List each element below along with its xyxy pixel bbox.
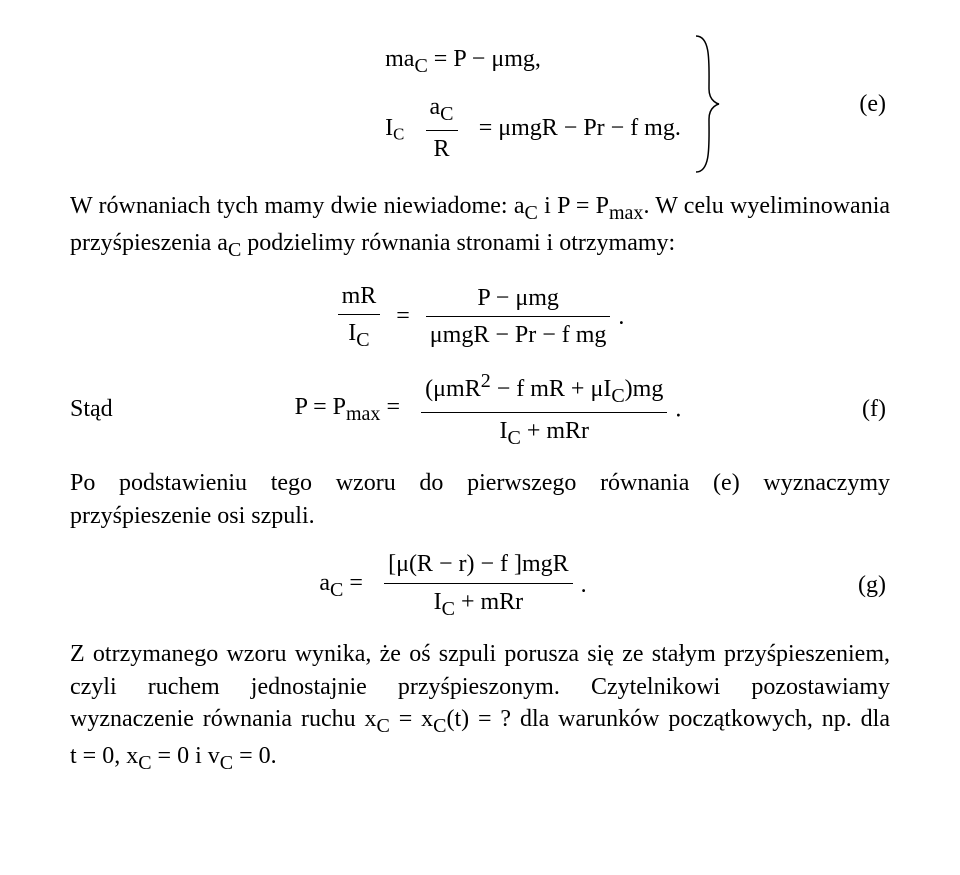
para1-text-a: W równaniach tych mamy dwie niewiadome:: [70, 193, 514, 219]
eq-g-tail: .: [581, 572, 587, 598]
paragraph-1: W równaniach tych mamy dwie niewiadome: …: [70, 190, 890, 264]
para3-math1: xC = xC(t) = ?: [364, 706, 511, 732]
eq-mid-lhs-frac: mR IC: [338, 280, 381, 354]
para1-text-c: podzielimy równania stronami i otrzymamy…: [241, 230, 675, 256]
equation-e-center: maC = P − μmg, IC aC R = μmgR − Pr − f m…: [70, 34, 836, 174]
equation-g-row: aC = [μ(R − r) − f ]mgR IC + mRr . (g): [70, 548, 890, 622]
equation-f-label: (f): [836, 393, 890, 425]
eq-e-line2-I: I: [385, 115, 393, 141]
para3-text-c: .: [271, 743, 277, 769]
eq-mid-lhs-num: mR: [338, 280, 381, 315]
para3-text-b: dla warunków początkowych, np. dla: [511, 706, 890, 732]
equation-f-center: P = Pmax = (μmR2 − f mR + μIC)mg IC + mR…: [140, 368, 836, 452]
page-content: maC = P − μmg, IC aC R = μmgR − Pr − f m…: [0, 0, 960, 833]
eq-f-tail: .: [675, 396, 681, 422]
eq-mid-tail: .: [618, 303, 624, 329]
eq-e-line2-frac: aC R: [426, 91, 458, 165]
eq-f-num: (μmR2 − f mR + μIC)mg: [421, 368, 667, 413]
equation-g-center: aC = [μ(R − r) − f ]mgR IC + mRr .: [70, 548, 836, 622]
equation-g: aC = [μ(R − r) − f ]mgR IC + mRr .: [319, 548, 586, 622]
eq-mid-lhs-den: IC: [338, 315, 381, 354]
equation-mid: mR IC = P − μmg μmgR − Pr − f mg .: [336, 280, 625, 354]
eq-f-den: IC + mRr: [421, 413, 667, 452]
eq-mid-rhs-den: μmgR − Pr − f mg: [426, 317, 611, 351]
eq-mid-equals: =: [388, 303, 418, 329]
equation-e-body: maC = P − μmg, IC aC R = μmgR − Pr − f m…: [385, 34, 691, 174]
equation-e-row: maC = P − μmg, IC aC R = μmgR − Pr − f m…: [70, 34, 890, 174]
eq-mid-rhs-frac: P − μmg μmgR − Pr − f mg: [426, 282, 611, 352]
eq-e-line1-text: maC = P − μmg,: [385, 46, 541, 72]
equation-e-line1: maC = P − μmg,: [385, 43, 541, 80]
eq-g-frac: [μ(R − r) − f ]mgR IC + mRr: [384, 548, 573, 622]
paragraph-3: Z otrzymanego wzoru wynika, że oś szpuli…: [70, 638, 890, 776]
para1-math2: aC: [217, 230, 241, 256]
equation-f: P = Pmax = (μmR2 − f mR + μIC)mg IC + mR…: [295, 368, 682, 452]
eq-e-line2-Isub: C: [393, 125, 404, 144]
eq-f-lhs: P = Pmax =: [295, 394, 400, 420]
equation-f-row: Stąd P = Pmax = (μmR2 − f mR + μIC)mg IC…: [70, 368, 890, 452]
eq-e-line2-frac-den: R: [426, 131, 458, 165]
paragraph-2: Po podstawieniu tego wzoru do pierwszego…: [70, 467, 890, 532]
eq-g-lhs: aC =: [319, 570, 363, 596]
equation-e-label: (e): [836, 88, 890, 120]
equation-mid-row: mR IC = P − μmg μmgR − Pr − f mg .: [70, 280, 890, 354]
stad-label: Stąd: [70, 393, 140, 425]
eq-f-frac: (μmR2 − f mR + μIC)mg IC + mRr: [421, 368, 667, 452]
eq-g-den: IC + mRr: [384, 584, 573, 623]
para1-math1: aC i P = Pmax: [514, 193, 644, 219]
right-brace-icon: [691, 34, 721, 174]
equation-e-line2: IC aC R = μmgR − Pr − f mg.: [385, 91, 681, 165]
eq-e-line2-frac-num: aC: [426, 91, 458, 131]
eq-e-line2-rhs: = μmgR − Pr − f mg.: [479, 115, 681, 141]
eq-g-num: [μ(R − r) − f ]mgR: [384, 548, 573, 583]
eq-mid-rhs-num: P − μmg: [426, 282, 611, 317]
equation-g-label: (g): [836, 569, 890, 601]
para3-math2: t = 0, xC = 0 i vC = 0: [70, 743, 271, 769]
equation-e-system: maC = P − μmg, IC aC R = μmgR − Pr − f m…: [385, 34, 721, 174]
